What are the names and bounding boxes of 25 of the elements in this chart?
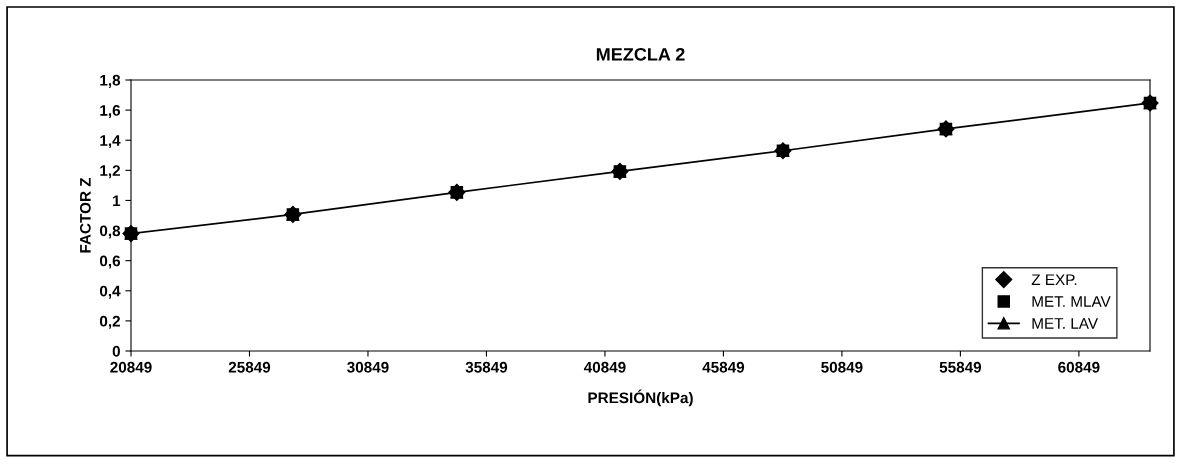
y-tick-label: 0 [112,345,120,357]
x-axis-title: PRESIÓN(kPa) [588,389,693,407]
y-tick-label: 1,2 [100,165,120,179]
y-tick-label: 1,4 [100,135,121,149]
legend-label: MET. LAV [1032,318,1098,329]
y-axis-title: FACTOR Z [79,177,91,253]
y-tick-label: 1,8 [100,74,121,88]
x-tick-label: 55849 [939,361,982,373]
x-tick-label: 25849 [228,361,271,373]
chart-title: MEZCLA 2 [596,47,685,61]
y-tick-label: 0,6 [99,255,121,269]
y-tick-label: 1 [113,195,121,206]
x-tick-label: 20849 [110,361,152,373]
y-tick-label: 0,2 [99,315,120,329]
x-tick-label: 40849 [583,361,626,373]
x-tick-label: 60849 [1058,361,1100,373]
y-tick-label: 1,6 [100,104,121,119]
legend-label: Z EXP. [1031,274,1077,285]
x-tick-label: 50849 [821,361,863,373]
x-tick-label: 45849 [702,361,745,373]
y-tick-label: 0,8 [99,225,121,239]
legend-label: MET. MLAV [1032,296,1111,307]
y-tick-label: 0,4 [99,285,121,299]
x-tick-label: 35849 [465,361,508,373]
x-tick-label: 30849 [347,361,389,373]
